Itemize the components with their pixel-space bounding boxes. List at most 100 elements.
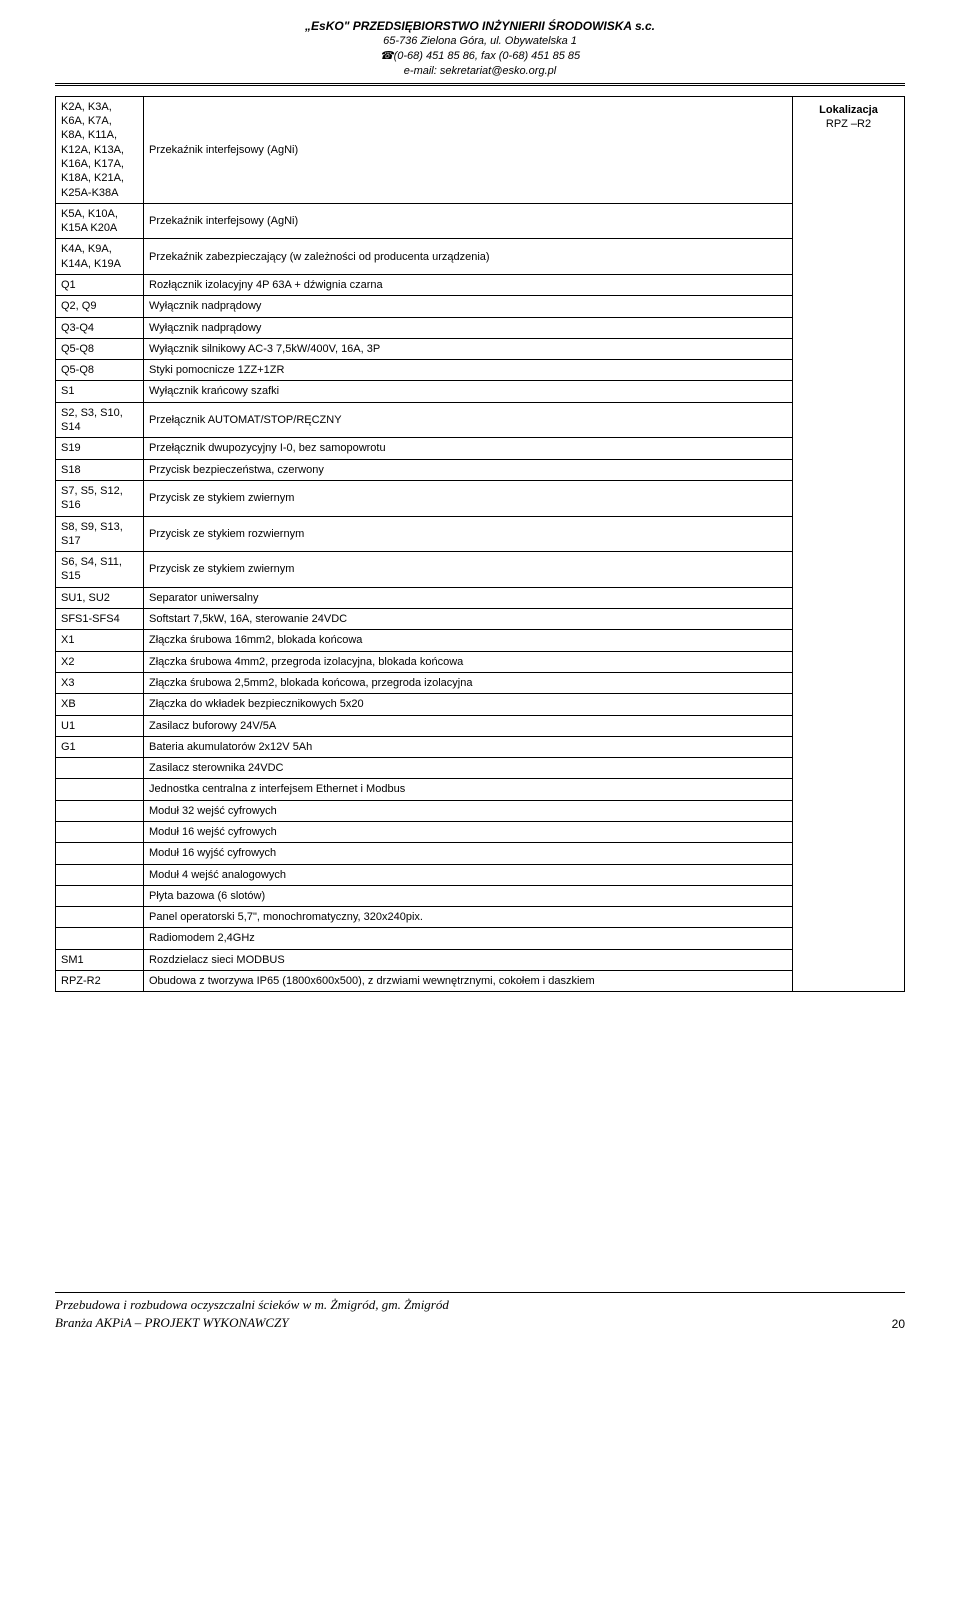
table-row: G1Bateria akumulatorów 2x12V 5Ah: [56, 736, 905, 757]
row-description: Przełącznik AUTOMAT/STOP/RĘCZNY: [144, 402, 793, 438]
row-code: SFS1-SFS4: [56, 609, 144, 630]
row-code: S19: [56, 438, 144, 459]
row-code: [56, 864, 144, 885]
page-footer: Przebudowa i rozbudowa oczyszczalni ście…: [55, 1292, 905, 1331]
row-description: Obudowa z tworzywa IP65 (1800x600x500), …: [144, 971, 793, 992]
localization-cell: LokalizacjaRPZ –R2: [793, 96, 905, 992]
row-description: Przycisk bezpieczeństwa, czerwony: [144, 459, 793, 480]
table-row: S6, S4, S11, S15Przycisk ze stykiem zwie…: [56, 552, 905, 588]
row-code: G1: [56, 736, 144, 757]
footer-title: Przebudowa i rozbudowa oczyszczalni ście…: [55, 1296, 449, 1314]
table-row: Q1Rozłącznik izolacyjny 4P 63A + dźwigni…: [56, 274, 905, 295]
row-code: K2A, K3A, K6A, K7A, K8A, K11A, K12A, K13…: [56, 96, 144, 203]
row-code: U1: [56, 715, 144, 736]
row-description: Zasilacz buforowy 24V/5A: [144, 715, 793, 736]
table-row: SM1Rozdzielacz sieci MODBUS: [56, 949, 905, 970]
equipment-table: K2A, K3A, K6A, K7A, K8A, K11A, K12A, K13…: [55, 96, 905, 993]
row-code: X1: [56, 630, 144, 651]
table-row: X2Złączka śrubowa 4mm2, przegroda izolac…: [56, 651, 905, 672]
row-code: S18: [56, 459, 144, 480]
company-name: „EsKO" PRZEDSIĘBIORSTWO INŻYNIERII ŚRODO…: [55, 18, 905, 34]
table-row: Q5-Q8Wyłącznik silnikowy AC-3 7,5kW/400V…: [56, 338, 905, 359]
row-code: K5A, K10A, K15A K20A: [56, 203, 144, 239]
table-row: Q5-Q8Styki pomocnicze 1ZZ+1ZR: [56, 360, 905, 381]
row-code: [56, 885, 144, 906]
table-row: Moduł 4 wejść analogowych: [56, 864, 905, 885]
table-row: S2, S3, S10, S14Przełącznik AUTOMAT/STOP…: [56, 402, 905, 438]
company-address: 65-736 Zielona Góra, ul. Obywatelska 1: [55, 34, 905, 49]
table-row: K5A, K10A, K15A K20APrzekaźnik interfejs…: [56, 203, 905, 239]
localization-code: RPZ –R2: [798, 117, 899, 131]
row-description: Płyta bazowa (6 slotów): [144, 885, 793, 906]
row-code: X2: [56, 651, 144, 672]
company-email: e-mail: sekretariat@esko.org.pl: [55, 64, 905, 79]
row-description: Panel operatorski 5,7", monochromatyczny…: [144, 907, 793, 928]
table-row: S7, S5, S12, S16Przycisk ze stykiem zwie…: [56, 480, 905, 516]
table-row: RPZ-R2Obudowa z tworzywa IP65 (1800x600x…: [56, 971, 905, 992]
company-phone: ☎(0-68) 451 85 86, fax (0-68) 451 85 85: [55, 49, 905, 64]
header-rule-1: [55, 83, 905, 84]
row-description: Separator uniwersalny: [144, 587, 793, 608]
row-description: Przekaźnik interfejsowy (AgNi): [144, 203, 793, 239]
row-code: Q3-Q4: [56, 317, 144, 338]
row-code: RPZ-R2: [56, 971, 144, 992]
row-description: Wyłącznik nadprądowy: [144, 317, 793, 338]
row-description: Zasilacz sterownika 24VDC: [144, 758, 793, 779]
row-description: Złączka śrubowa 4mm2, przegroda izolacyj…: [144, 651, 793, 672]
row-code: S2, S3, S10, S14: [56, 402, 144, 438]
table-row: Moduł 16 wejść cyfrowych: [56, 822, 905, 843]
table-row: Jednostka centralna z interfejsem Ethern…: [56, 779, 905, 800]
table-row: Q3-Q4Wyłącznik nadprądowy: [56, 317, 905, 338]
localization-title: Lokalizacja: [798, 103, 899, 117]
row-description: Rozłącznik izolacyjny 4P 63A + dźwignia …: [144, 274, 793, 295]
table-row: SU1, SU2Separator uniwersalny: [56, 587, 905, 608]
table-row: S19Przełącznik dwupozycyjny I-0, bez sam…: [56, 438, 905, 459]
row-code: K4A, K9A, K14A, K19A: [56, 239, 144, 275]
row-description: Przekaźnik zabezpieczający (w zależności…: [144, 239, 793, 275]
row-code: Q5-Q8: [56, 360, 144, 381]
row-code: Q5-Q8: [56, 338, 144, 359]
row-description: Radiomodem 2,4GHz: [144, 928, 793, 949]
row-description: Styki pomocnicze 1ZZ+1ZR: [144, 360, 793, 381]
row-code: Q1: [56, 274, 144, 295]
row-description: Rozdzielacz sieci MODBUS: [144, 949, 793, 970]
row-description: Przycisk ze stykiem zwiernym: [144, 480, 793, 516]
row-description: Moduł 16 wejść cyfrowych: [144, 822, 793, 843]
row-description: Jednostka centralna z interfejsem Ethern…: [144, 779, 793, 800]
row-code: S7, S5, S12, S16: [56, 480, 144, 516]
row-description: Moduł 4 wejść analogowych: [144, 864, 793, 885]
row-code: [56, 800, 144, 821]
table-row: XBZłączka do wkładek bezpiecznikowych 5x…: [56, 694, 905, 715]
table-row: X3Złączka śrubowa 2,5mm2, blokada końcow…: [56, 672, 905, 693]
row-code: SU1, SU2: [56, 587, 144, 608]
footer-rule: [55, 1292, 905, 1293]
table-row: Moduł 16 wyjść cyfrowych: [56, 843, 905, 864]
table-row: Płyta bazowa (6 slotów): [56, 885, 905, 906]
row-description: Wyłącznik nadprądowy: [144, 296, 793, 317]
row-code: Q2, Q9: [56, 296, 144, 317]
row-description: Przełącznik dwupozycyjny I-0, bez samopo…: [144, 438, 793, 459]
table-row: Radiomodem 2,4GHz: [56, 928, 905, 949]
table-row: Moduł 32 wejść cyfrowych: [56, 800, 905, 821]
table-row: K4A, K9A, K14A, K19APrzekaźnik zabezpiec…: [56, 239, 905, 275]
row-code: [56, 907, 144, 928]
table-row: U1Zasilacz buforowy 24V/5A: [56, 715, 905, 736]
table-row: Q2, Q9Wyłącznik nadprądowy: [56, 296, 905, 317]
row-code: SM1: [56, 949, 144, 970]
footer-subtitle: Branża AKPiA – PROJEKT WYKONAWCZY: [55, 1314, 449, 1332]
row-description: Softstart 7,5kW, 16A, sterowanie 24VDC: [144, 609, 793, 630]
row-description: Złączka do wkładek bezpiecznikowych 5x20: [144, 694, 793, 715]
table-row: Zasilacz sterownika 24VDC: [56, 758, 905, 779]
row-description: Moduł 16 wyjść cyfrowych: [144, 843, 793, 864]
row-description: Złączka śrubowa 2,5mm2, blokada końcowa,…: [144, 672, 793, 693]
table-row: Panel operatorski 5,7", monochromatyczny…: [56, 907, 905, 928]
table-row: S8, S9, S13, S17Przycisk ze stykiem rozw…: [56, 516, 905, 552]
row-description: Przekaźnik interfejsowy (AgNi): [144, 96, 793, 203]
page-header: „EsKO" PRZEDSIĘBIORSTWO INŻYNIERII ŚRODO…: [55, 18, 905, 79]
row-code: [56, 843, 144, 864]
row-code: X3: [56, 672, 144, 693]
row-code: [56, 758, 144, 779]
row-code: S8, S9, S13, S17: [56, 516, 144, 552]
row-code: [56, 928, 144, 949]
row-code: S6, S4, S11, S15: [56, 552, 144, 588]
